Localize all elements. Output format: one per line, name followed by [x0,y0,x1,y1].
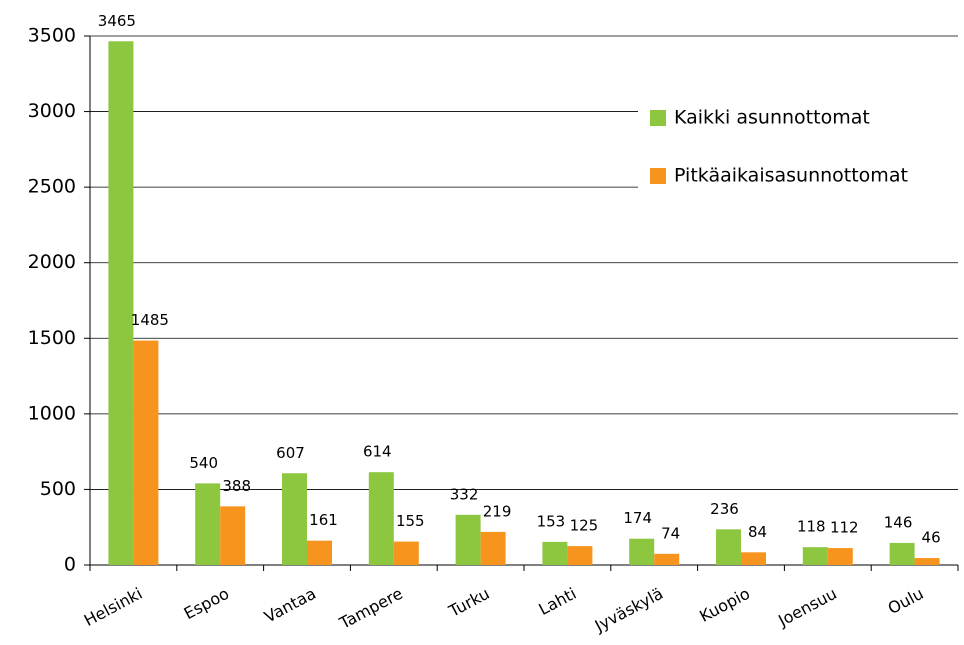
bar [220,506,246,565]
data-label: 118 [797,518,826,536]
data-label: 74 [661,524,680,542]
x-tick-label: Joensuu [774,584,840,631]
legend-swatch [650,110,666,126]
data-label: 388 [222,477,251,495]
data-label: 236 [710,500,739,518]
y-tick-label: 0 [64,554,76,576]
legend-label: Pitkäaikaisasunnottomat [674,165,908,187]
legend-box [638,92,958,202]
bar [133,340,159,565]
data-label: 607 [276,444,305,462]
bar [393,541,419,565]
data-label: 174 [623,509,652,527]
y-tick-label: 2000 [28,251,76,273]
y-tick-label: 1000 [28,402,76,424]
data-label: 219 [483,502,512,520]
bar [480,531,506,565]
bar [195,483,221,565]
x-tick-label: Helsinki [81,584,146,630]
data-label: 125 [570,517,599,535]
x-tick-label: Turku [445,584,493,621]
x-tick-label: Oulu [885,584,927,618]
data-label: 614 [363,443,392,461]
bar [654,553,680,565]
bar [542,541,568,565]
y-tick-label: 2500 [28,176,76,198]
data-label: 1485 [131,311,169,329]
legend-label: Kaikki asunnottomat [674,107,870,129]
x-tick-label: Espoo [181,584,232,623]
y-tick-label: 1500 [28,327,76,349]
x-tick-label: Jyväskylä [591,584,666,636]
bar [567,546,593,565]
bar [741,552,766,565]
bar [307,540,332,565]
bar [802,547,828,565]
legend-swatch [650,168,666,184]
data-label: 161 [309,511,338,529]
bar [455,514,481,565]
bar [368,472,394,565]
y-tick-label: 3000 [28,100,76,122]
data-label: 155 [396,512,425,530]
x-tick-label: Kuopio [696,584,753,626]
bar [629,538,655,565]
data-label: 540 [189,454,218,472]
bar [108,41,134,566]
data-label: 112 [830,519,859,537]
x-tick-label: Tampere [335,584,405,633]
data-label: 46 [922,529,941,547]
bar [914,558,940,565]
data-label: 153 [537,512,566,530]
x-tick-label: Vantaa [261,584,319,627]
x-tick-label: Lahti [536,584,580,619]
bar [889,542,915,565]
y-tick-label: 500 [40,478,76,500]
data-label: 146 [884,513,913,531]
bar [716,529,741,565]
bar [827,548,853,565]
y-tick-label: 3500 [28,25,76,47]
data-label: 3465 [98,12,136,30]
bar [282,473,307,565]
data-label: 332 [450,485,479,503]
data-label: 84 [748,523,767,541]
